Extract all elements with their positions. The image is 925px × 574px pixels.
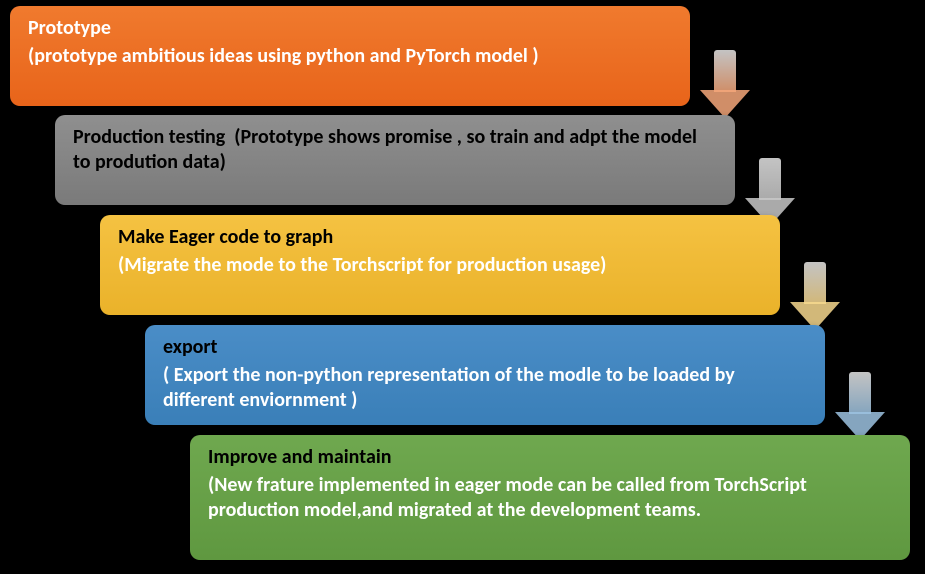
step-title: Make Eager code to graph	[118, 225, 762, 249]
step-eager-to-graph: Make Eager code to graph (Migrate the mo…	[100, 215, 780, 315]
step-title: Prototype	[28, 16, 672, 40]
step-title: Improve and maintain	[208, 445, 892, 469]
step-title-inline: Production testing	[73, 125, 225, 149]
step-desc: ( Export the non-python representation o…	[163, 363, 807, 413]
arrow-down-icon	[835, 372, 885, 442]
step-title: export	[163, 335, 807, 359]
arrow-down-icon	[790, 262, 840, 332]
step-prototype: Prototype (prototype ambitious ideas usi…	[10, 6, 690, 106]
step-text: Production testing (Prototype shows prom…	[73, 125, 717, 175]
step-desc: (New frature implemented in eager mode c…	[208, 473, 892, 523]
step-desc: (Migrate the mode to the Torchscript for…	[118, 253, 762, 278]
arrow-down-icon	[700, 50, 750, 120]
step-improve-maintain: Improve and maintain (New frature implem…	[190, 435, 910, 560]
step-desc: (prototype ambitious ideas using python …	[28, 44, 672, 69]
step-production-testing: Production testing (Prototype shows prom…	[55, 115, 735, 205]
step-export: export ( Export the non-python represent…	[145, 325, 825, 425]
